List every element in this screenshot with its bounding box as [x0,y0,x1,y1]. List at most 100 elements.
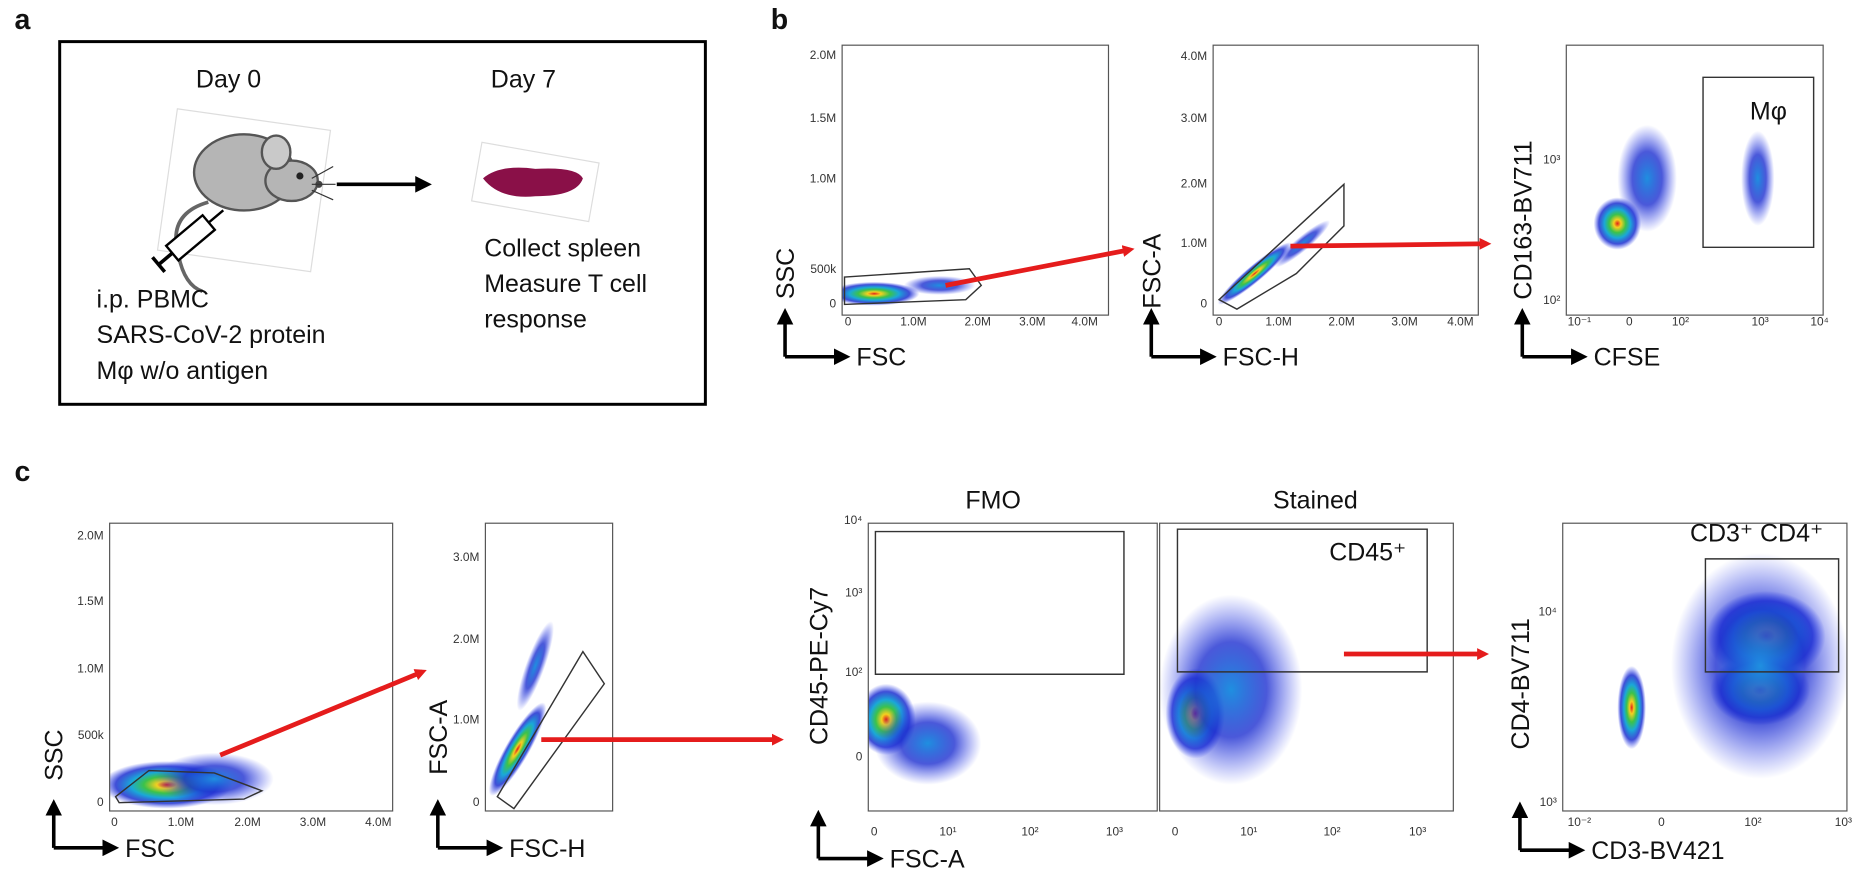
flow-plot: 0 1.0M 2.0M 3.0M 4.0M 0 1.0M 2.0M 3.0M 4.0M FSC-A F… [1138,44,1479,372]
flow-plot: 10⁻² 0 10² 10³ 10⁴ 10³ CD3⁺ CD4⁺ CD4-BV711 CD3-B… [1507,520,1852,865]
treatment-text: i.p. PBMC [97,285,209,313]
x-tick-label: 1.0M [1265,314,1291,328]
panel-label: c [15,456,31,488]
y-tick-label: 500k [810,262,836,276]
plot-frame [109,522,394,812]
y-tick-label: 0 [97,795,104,809]
y-axis-label: CD4-BV711 [1507,618,1535,749]
density-region [1617,665,1646,750]
density-cloud [1217,220,1331,305]
plot-frame [1212,44,1479,316]
plot-title: Stained [1273,486,1358,514]
x-tick-label: 10⁻¹ [1568,314,1591,328]
x-tick-label: 0 [1172,825,1179,839]
gate [1176,528,1428,673]
readout-text: Measure T cell [484,270,647,298]
flow-plot: 0 10¹ 10² 10³ Stained CD45⁺ [1159,486,1454,839]
y-axis-label: FSC-A [425,699,453,774]
plot-frame [484,522,614,812]
gate-label: Mφ [1750,98,1787,126]
density-cloud [868,683,982,785]
x-tick-label: 10² [1021,825,1038,839]
y-tick-label: 10² [845,665,862,679]
y-tick-label: 1.5M [810,111,836,125]
gate [1704,558,1840,673]
x-axis-label: FSC-A [890,846,965,874]
x-tick-label: 10³ [1835,815,1852,829]
y-tick-label: 10⁴ [844,513,862,527]
flow-plot: 10⁻¹ 0 10² 10³ 10⁴ 10³ 10² Mφ CD163-BV711 CFSE [1509,44,1829,372]
x-tick-label: 0 [845,314,852,328]
x-tick-label: 0 [111,815,118,829]
y-tick-label: 500k [78,728,104,742]
y-tick-label: 4.0M [1181,49,1207,63]
density-region [1670,552,1847,779]
y-axis-label: SSC [772,248,800,299]
x-tick-label: 2.0M [234,815,260,829]
x-axis-label: FSC-H [509,835,585,863]
x-tick-label: 10² [1323,825,1340,839]
y-tick-label: 10³ [1540,795,1557,809]
panel-label: a [15,4,32,36]
y-tick-label: 0 [830,297,837,311]
density-region [1617,124,1677,232]
density-region [516,621,554,711]
density-cloud [488,621,554,796]
x-tick-label: 10² [1672,314,1689,328]
y-tick-label: 10³ [1543,153,1560,167]
x-axis-label: FSC [856,344,906,372]
y-tick-label: 1.0M [77,662,103,676]
x-axis-label: CFSE [1594,344,1661,372]
schematic-box [58,40,707,406]
flow-plot: 0 1.0M 2.0M 3.0M FSC-A FSC-H [425,522,614,863]
y-tick-label: 0 [1201,297,1208,311]
density-region [1217,242,1292,305]
x-tick-label: 10³ [1106,825,1123,839]
flow-plot: 0 1.0M 2.0M 3.0M 4.0M 0 500k 1.0M 1.5M 2.0M SSC FSC [772,44,1110,372]
x-tick-label: 10⁻² [1568,815,1591,829]
y-tick-label: 1.5M [77,594,103,608]
y-tick-label: 2.0M [810,48,836,62]
treatment-text: SARS-CoV-2 protein [97,321,326,349]
x-tick-label: 4.0M [1072,314,1098,328]
y-tick-label: 1.0M [453,713,479,727]
gate [496,650,606,810]
y-axis-label: SSC [41,729,69,780]
treatment-text: Mφ w/o antigen [97,357,269,385]
y-tick-label: 10³ [845,586,862,600]
y-tick-label: 2.0M [77,528,103,542]
gate [1217,182,1345,310]
x-axis-label: FSC [125,835,175,863]
y-tick-label: 0 [473,795,480,809]
density-cloud [1617,552,1847,779]
density-region [154,752,274,806]
mouse-icon [151,108,336,294]
x-tick-label: 0 [1216,314,1223,328]
flow-plot: 0 10¹ 10² 10³ 10⁴ 10³ 10² 0 FMO CD45-PE-Cy7 FSC-A [805,486,1158,874]
x-tick-label: 0 [871,825,878,839]
density-region [1741,130,1775,226]
x-tick-label: 10³ [1409,825,1426,839]
y-tick-label: 0 [856,750,863,764]
y-tick-label: 1.0M [1181,236,1207,250]
y-axis-label: FSC-A [1138,233,1166,308]
x-axis-label: FSC-H [1223,344,1299,372]
x-tick-label: 3.0M [1391,314,1417,328]
density-region [903,275,976,295]
x-axis-label: CD3-BV421 [1591,837,1724,865]
gate [114,769,264,804]
plot-frame [867,522,1158,812]
plot-frame [841,44,1110,316]
day-label: Day 7 [491,65,556,93]
plot-frame [1159,522,1454,812]
density-region [874,701,982,785]
panel-label: b [771,4,788,36]
y-tick-label: 10⁴ [1538,605,1556,619]
gate [843,268,983,306]
density-region [488,702,547,796]
gating-arrows [219,237,1492,758]
plot-frame [1562,522,1848,812]
gate [1702,76,1815,249]
y-tick-label: 2.0M [453,632,479,646]
x-tick-label: 10¹ [939,825,956,839]
